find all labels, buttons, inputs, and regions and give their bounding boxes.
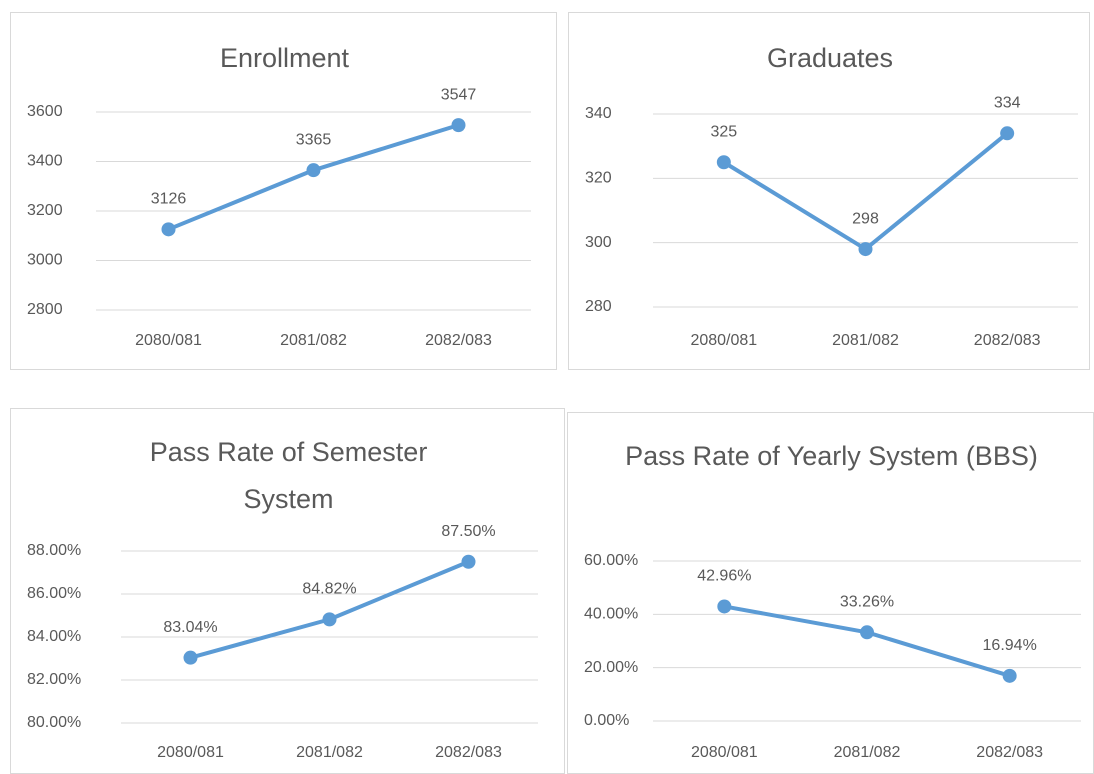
y-tick-label: 82.00%	[27, 671, 81, 688]
y-tick-label: 40.00%	[584, 606, 638, 623]
marker	[860, 625, 874, 640]
marker	[858, 242, 873, 257]
chart-title: Enrollment	[219, 43, 350, 73]
line	[189, 559, 470, 660]
y-tick-label: 3000	[27, 252, 63, 269]
chart: 0.00% 20.00% 40.00% 60.00% 2080/081 2081/082 2…	[584, 552, 1081, 761]
marker	[183, 650, 198, 665]
data-label: 33.26%	[840, 594, 894, 611]
chart-panel: Pass Rate of Yearly System (BBS) 0.00% 20.…	[567, 412, 1094, 774]
y-tick-label: 86.00%	[27, 585, 81, 602]
x-tick-label: 2081/082	[280, 332, 347, 349]
marker	[306, 163, 321, 178]
data-label: 84.82%	[302, 581, 356, 598]
y-tick-label: 2800	[27, 301, 63, 318]
data-label: 3547	[441, 86, 477, 103]
data-label: 3126	[151, 191, 187, 208]
x-tick-label: 2081/082	[834, 744, 901, 761]
chart-title: Graduates	[766, 43, 894, 73]
marker	[1002, 668, 1017, 683]
chart-panel: Enrollment 2800 3000 3200 3400 3600 2080/081 20…	[10, 12, 557, 370]
data-label: 87.50%	[441, 523, 495, 540]
y-tick-label: 20.00%	[584, 659, 638, 676]
chart: 2800 3000 3200 3400 3600 2080/081 2081/082 2082…	[27, 86, 531, 349]
y-tick-label: 340	[585, 105, 612, 122]
y-tick-label: 0.00%	[584, 712, 629, 729]
x-tick-label: 2080/081	[690, 332, 757, 349]
marker	[322, 612, 337, 627]
marker	[1000, 126, 1015, 141]
x-tick-label: 2082/083	[976, 744, 1043, 761]
y-tick-label: 280	[585, 298, 612, 315]
y-tick-label: 320	[585, 170, 612, 187]
data-label: 83.04%	[163, 619, 217, 636]
y-tick-label: 3600	[27, 103, 63, 120]
marker	[717, 599, 732, 614]
data-label: 42.96%	[697, 568, 751, 585]
x-tick-label: 2082/083	[974, 332, 1041, 349]
chart-panel: Graduates 280 300 320 340 2080/081 2081/082 208…	[568, 12, 1090, 370]
x-tick-label: 2080/081	[157, 744, 224, 761]
y-tick-label: 3400	[27, 153, 63, 170]
x-tick-label: 2081/082	[296, 744, 363, 761]
data-label: 334	[994, 95, 1021, 112]
x-tick-label: 2080/081	[135, 332, 202, 349]
marker	[451, 118, 466, 133]
data-label: 3365	[296, 131, 332, 148]
data-label: 325	[710, 123, 737, 140]
y-tick-label: 88.00%	[27, 542, 81, 559]
marker	[461, 554, 476, 569]
y-tick-label: 60.00%	[584, 552, 638, 569]
x-tick-label: 2082/083	[425, 332, 492, 349]
y-tick-label: 84.00%	[27, 628, 81, 645]
marker	[161, 222, 176, 237]
chart: 280 300 320 340 2080/081 2081/082 2082/083 325 2…	[585, 95, 1078, 349]
chart-title: Pass Rate of Yearly System (BBS)	[625, 441, 1038, 471]
x-tick-label: 2080/081	[691, 744, 758, 761]
y-tick-label: 300	[585, 234, 612, 251]
marker	[716, 155, 731, 170]
data-label: 16.94%	[983, 637, 1037, 654]
chart-title: Pass Rate of Semester System	[149, 437, 428, 514]
line	[722, 131, 1009, 252]
y-tick-label: 80.00%	[27, 714, 81, 731]
chart-panel: Pass Rate of Semester System 80.00% 82.00%…	[10, 408, 565, 774]
chart: 80.00% 82.00% 84.00% 86.00% 88.00% 2080/081 20…	[27, 523, 538, 761]
line	[723, 604, 1011, 678]
y-tick-label: 3200	[27, 202, 63, 219]
x-tick-label: 2081/082	[832, 332, 899, 349]
x-tick-label: 2082/083	[435, 744, 502, 761]
data-label: 298	[852, 210, 879, 227]
